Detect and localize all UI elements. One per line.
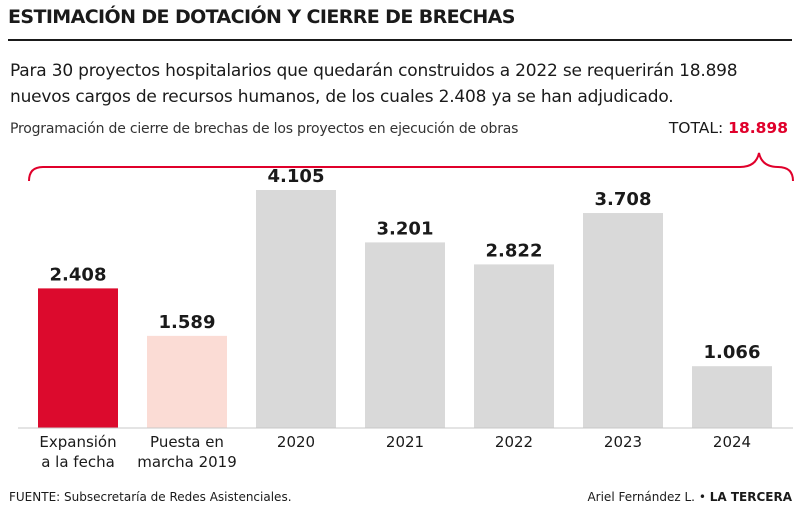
bar-5 (583, 213, 663, 428)
category-label-0: Expansión a la fecha (39, 433, 116, 471)
lead-text: Para 30 proyectos hospitalarios que qued… (10, 58, 790, 110)
category-label-2: 2020 (277, 433, 315, 451)
separator: • (698, 490, 706, 504)
category-label-3-line-0: 2021 (386, 433, 424, 451)
chart-subtitle: Programación de cierre de brechas de los… (10, 121, 519, 137)
category-label-0-line-1: a la fecha (41, 453, 115, 471)
total-bracket (28, 152, 794, 182)
bar-3 (365, 242, 445, 428)
bar-4 (474, 264, 554, 428)
chart-title: ESTIMACIÓN DE DOTACIÓN Y CIERRE DE BRECH… (8, 6, 515, 28)
author: Ariel Fernández L. (587, 490, 695, 504)
lead-line-1: Para 30 proyectos hospitalarios que qued… (10, 61, 738, 81)
bar-1 (147, 335, 227, 428)
category-label-1: Puesta en marcha 2019 (137, 433, 237, 471)
credit: Ariel Fernández L. • LA TERCERA (587, 490, 792, 504)
category-label-0-line-0: Expansión (39, 433, 116, 451)
category-label-1-line-0: Puesta en (150, 433, 224, 451)
bars-group: 2.408 Expansión a la fecha 1.589 Puesta en ma… (38, 166, 772, 471)
category-label-5: 2023 (604, 433, 642, 451)
source-note: FUENTE: Subsecretaría de Redes Asistenci… (9, 490, 292, 504)
value-label-2: 4.105 (268, 166, 325, 187)
brand-logo-text: LA TERCERA (709, 490, 792, 504)
value-label-3: 3.201 (377, 218, 434, 239)
category-label-4: 2022 (495, 433, 533, 451)
category-label-5-line-0: 2023 (604, 433, 642, 451)
bar-0 (38, 288, 118, 428)
bar-6 (692, 366, 772, 428)
category-label-6-line-0: 2024 (713, 433, 751, 451)
title-divider (8, 39, 792, 41)
value-label-6: 1.066 (704, 342, 761, 363)
category-label-6: 2024 (713, 433, 751, 451)
value-label-4: 2.822 (486, 240, 543, 261)
bar-2 (256, 190, 336, 428)
value-label-0: 2.408 (50, 264, 107, 285)
total-label: TOTAL: 18.898 (669, 119, 788, 137)
category-label-2-line-0: 2020 (277, 433, 315, 451)
value-label-1: 1.589 (159, 312, 216, 333)
total-label-text: TOTAL: (668, 119, 724, 137)
category-label-4-line-0: 2022 (495, 433, 533, 451)
category-label-3: 2021 (386, 433, 424, 451)
lead-line-2: nuevos cargos de recursos humanos, de lo… (10, 87, 674, 107)
category-label-1-line-1: marcha 2019 (137, 453, 237, 471)
value-label-5: 3.708 (595, 189, 652, 210)
total-value: 18.898 (728, 119, 788, 137)
